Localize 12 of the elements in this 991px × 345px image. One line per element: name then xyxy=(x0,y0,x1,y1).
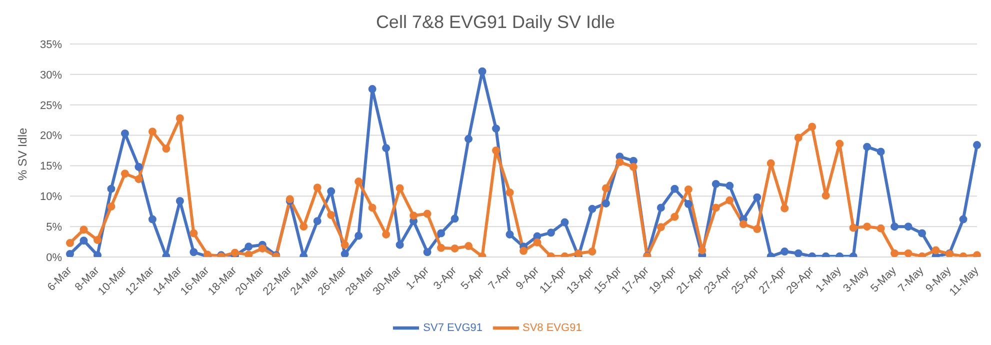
y-tick-label: 30% xyxy=(40,69,62,82)
y-tick-label: 35% xyxy=(40,38,62,51)
y-tick-label: 25% xyxy=(40,100,62,112)
y-axis-title: % SV Idle xyxy=(15,127,30,180)
legend-label: SV7 EVG91 xyxy=(423,322,482,334)
y-tick-label: 20% xyxy=(40,130,62,142)
y-tick-label: 5% xyxy=(46,221,62,234)
legend-label: SV8 EVG91 xyxy=(522,322,582,334)
y-tick-label: 10% xyxy=(40,191,62,204)
y-tick-label: 15% xyxy=(40,160,62,173)
y-tick-label: 0% xyxy=(46,252,62,264)
chart-title: Cell 7&8 EVG91 Daily SV Idle xyxy=(374,11,616,34)
